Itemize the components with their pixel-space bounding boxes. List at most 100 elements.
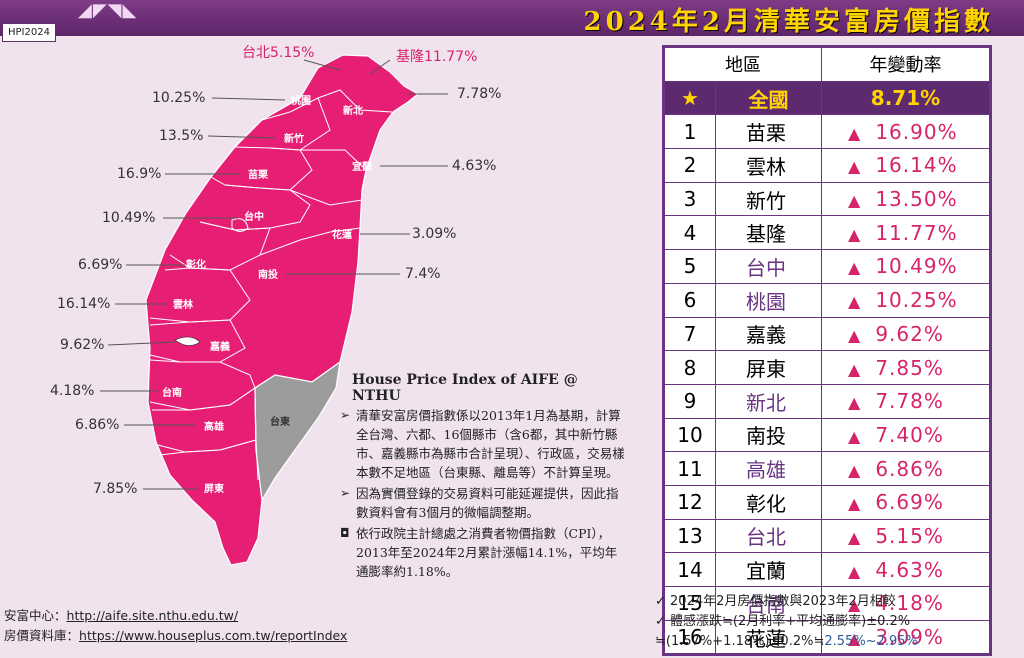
rate-value: 10.25% — [875, 288, 958, 313]
notes-heading: House Price Index of AIFE @ NTHU — [352, 372, 578, 404]
rank-cell: 16 — [663, 619, 716, 656]
map-label-taoyuan: 10.25% — [152, 90, 206, 106]
region-cell: 新北 — [715, 383, 822, 419]
rate-cell: ▲ 16.90% — [821, 114, 991, 150]
up-triangle-icon: ▲ — [848, 123, 862, 143]
region-cell: 雲林 — [715, 148, 822, 183]
table-row: 2 雲林 ▲ 16.14% — [663, 148, 991, 183]
map-label-yunlin: 16.14% — [57, 296, 111, 312]
header-region: 地區 — [663, 46, 822, 82]
region-cell: 台中 — [715, 249, 822, 284]
note-item: ◘ 依行政院主計總處之消費者物價指數（CPI），2013年至2024年2月累計漲… — [340, 524, 628, 581]
rate-cell: ▲ 16.14% — [821, 148, 991, 183]
leader-lines — [100, 59, 448, 490]
up-triangle-icon: ▲ — [848, 359, 862, 379]
square-bullet-icon: ◘ — [340, 526, 350, 540]
rank-cell: 2 — [663, 148, 716, 183]
map-label-taichung: 10.49% — [102, 210, 156, 226]
table-row: 15 台南 ▲ 4.18% — [663, 586, 991, 621]
up-triangle-icon: ▲ — [848, 191, 862, 211]
rank-cell: 12 — [663, 484, 716, 520]
map-label-yilan: 4.63% — [452, 158, 497, 174]
district-label-kaohsiung: 高雄 — [204, 420, 224, 433]
district-label-yunlin: 雲林 — [173, 298, 194, 311]
summary-line-1: ✓ 2024年2月房價指數與2023年2月相較 — [655, 594, 896, 609]
table-row: 8 屏東 ▲ 7.85% — [663, 350, 991, 385]
map-label-keelung: 基隆11.77% — [396, 49, 478, 65]
arrow-bullet-icon: ➢ — [340, 486, 351, 500]
aife-link[interactable]: http://aife.site.nthu.edu.tw/ — [66, 608, 239, 623]
district-label-tainan: 台南 — [162, 386, 182, 399]
rank-cell: 15 — [663, 586, 716, 621]
rate-cell: ▲ 13.50% — [821, 181, 991, 217]
table-row: 13 台北 ▲ 5.15% — [663, 518, 991, 554]
summary-line-2: ✓ 體感漲跌≒(2月利率+平均通膨率)±0.2% — [655, 614, 911, 629]
rate-value: 3.09% — [875, 625, 944, 650]
footer-label-aife: 安富中心： — [4, 608, 67, 623]
map-label-tainan: 4.18% — [50, 383, 95, 399]
map-label-chiayi: 9.62% — [60, 337, 105, 353]
summary-notes: ✓ 2024年2月房價指數與2023年2月相較 ✓ 體感漲跌≒(2月利率+平均通… — [655, 592, 918, 652]
header-rate: 年變動率 — [821, 46, 991, 82]
table-row: 1 苗栗 ▲ 16.90% — [663, 114, 991, 150]
up-triangle-icon: ▲ — [848, 325, 862, 345]
district-label-yilan: 宜蘭 — [352, 160, 372, 173]
rate-value: 4.63% — [875, 557, 944, 582]
rate-value: 10.49% — [875, 254, 958, 279]
district-label-chiayi: 嘉義 — [209, 340, 230, 353]
up-triangle-icon: ▲ — [848, 629, 862, 649]
district-label-hualien: 花蓮 — [332, 228, 352, 241]
region-cell: 新竹 — [715, 181, 822, 217]
rate-cell: ▲ 10.25% — [821, 282, 991, 318]
rate-cell: ▲ 9.62% — [821, 316, 991, 352]
rank-cell: 5 — [663, 249, 716, 284]
rate-value: 16.90% — [875, 119, 958, 144]
rate-value: 9.62% — [875, 321, 944, 346]
map-label-newtaipei: 7.78% — [457, 86, 502, 102]
district-label-pingtung: 屏東 — [203, 482, 224, 495]
table-row: 11 高雄 ▲ 6.86% — [663, 451, 991, 486]
map-label-hsinchu: 13.5% — [159, 128, 204, 144]
hpi-badge: HPI2024 — [2, 23, 56, 42]
table-row: 14 宜蘭 ▲ 4.63% — [663, 552, 991, 587]
note-text: 依行政院主計總處之消費者物價指數（CPI），2013年至2024年2月累計漲幅1… — [356, 526, 618, 579]
rank-cell: 7 — [663, 316, 716, 352]
region-cell: 花蓮 — [715, 619, 822, 656]
rank-cell: 13 — [663, 518, 716, 554]
taiwan-map: 桃園 新北 新竹 宜蘭 苗栗 台中 花蓮 彰化 南投 雲林 嘉義 台南 台東 高… — [100, 54, 448, 566]
up-triangle-icon: ▲ — [848, 157, 862, 177]
rank-cell: 14 — [663, 552, 716, 587]
rate-value: 13.50% — [875, 187, 958, 212]
footer-label-houseplus: 房價資料庫： — [4, 628, 80, 643]
map-label-kaohsiung: 6.86% — [75, 417, 120, 433]
rate-cell: ▲ 4.18% — [821, 586, 991, 621]
up-triangle-icon: ▲ — [848, 426, 862, 446]
rate-cell: ▲ 7.85% — [821, 350, 991, 385]
rate-cell: ▲ 3.09% — [821, 619, 991, 656]
map-label-pingtung: 7.85% — [93, 481, 138, 497]
rate-value: 16.14% — [875, 153, 958, 178]
rank-cell: 8 — [663, 350, 716, 385]
district-label-miaoli: 苗栗 — [248, 168, 268, 181]
map-label-nantou: 7.4% — [405, 266, 441, 282]
page-title: 2024年2月清華安富房價指數 — [583, 7, 994, 37]
rank-cell: 1 — [663, 114, 716, 150]
up-triangle-icon: ▲ — [848, 460, 862, 480]
ranking-rows: 1 苗栗 ▲ 16.90% 2 雲林 ▲ 16.14% 3 新竹 ▲ 13.50% 4 基隆 ▲ 11.77%… — [663, 114, 991, 656]
rate-value: 4.18% — [875, 591, 944, 616]
table-row: 5 台中 ▲ 10.49% — [663, 249, 991, 284]
map-label-miaoli: 16.9% — [117, 166, 162, 182]
rate-value: 7.40% — [875, 422, 944, 447]
arrow-bullet-icon: ➢ — [340, 408, 351, 422]
note-item: ➢ 因為實價登錄的交易資料可能延遲提供，因此指數資料會有3個月的微幅調整期。 — [340, 484, 628, 522]
map-label-changhua: 6.69% — [78, 257, 123, 273]
rate-cell: ▲ 7.78% — [821, 383, 991, 419]
summary-range: 2.55%~2.95% — [824, 634, 918, 649]
rate-cell: ▲ 7.40% — [821, 417, 991, 453]
houseplus-link[interactable]: https://www.houseplus.com.tw/reportIndex — [79, 628, 348, 643]
table-row: 4 基隆 ▲ 11.77% — [663, 215, 991, 251]
footer: 安富中心：http://aife.site.nthu.edu.tw/ 房價資料庫… — [4, 606, 347, 646]
star-icon: ★ — [663, 80, 716, 116]
county-borders — [149, 89, 393, 481]
up-triangle-icon: ▲ — [848, 258, 862, 278]
